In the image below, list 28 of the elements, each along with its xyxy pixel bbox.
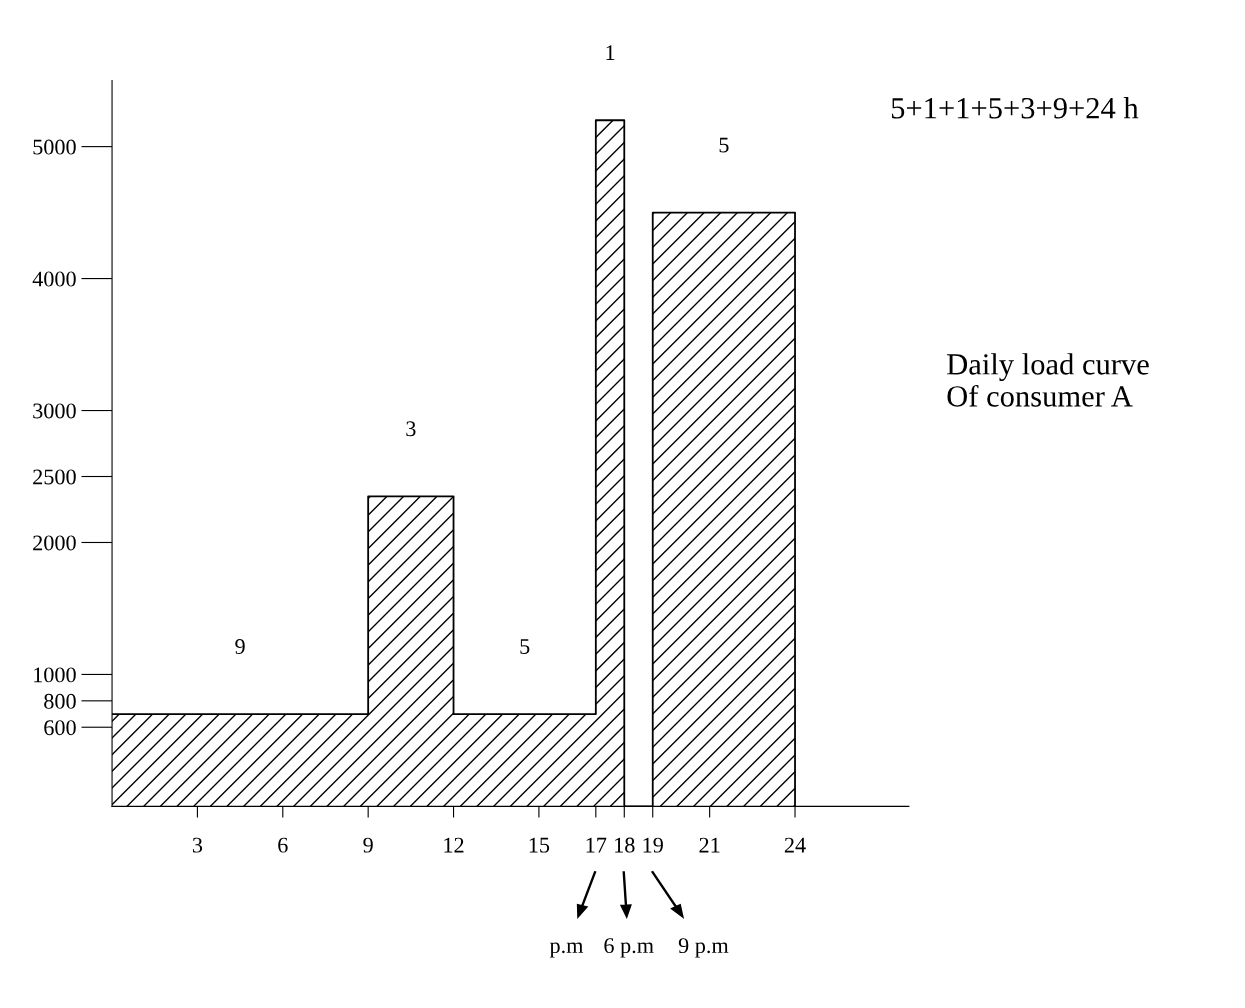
x-tick-label: 6: [278, 837, 288, 853]
x-tick-label: 15: [529, 837, 550, 853]
x-tick-label: 21: [699, 837, 720, 853]
text: p.m: [549, 942, 584, 958]
y-tick-label: 5000: [33, 139, 76, 155]
y-tick-label: 600: [44, 720, 76, 736]
y-tick-label: 800: [44, 693, 76, 709]
text: 6 p.m: [604, 938, 654, 958]
y-tick-label: 3000: [33, 403, 76, 419]
x-tick-label: 19: [643, 837, 663, 853]
annotation: 1: [606, 45, 615, 60]
x-tick-label: 9: [363, 837, 373, 853]
x-tick-label: 12: [444, 837, 464, 853]
x-tick-label: 18: [615, 837, 635, 853]
annotation: 5: [520, 639, 530, 654]
y-tick-label: 2500: [33, 469, 76, 485]
annotation: 9: [235, 639, 245, 654]
text: 9 p.m: [678, 938, 729, 958]
x-tick-label: 24: [784, 837, 806, 853]
y-tick-label: 2000: [33, 535, 76, 551]
x-tick-label: 17: [586, 837, 607, 853]
annotation: 5: [719, 137, 729, 153]
annotation: 5+1+1+5+3+9+24 h: [891, 97, 1139, 119]
x-tick-label: 3: [192, 837, 203, 853]
y-tick-label: 1000: [34, 667, 76, 683]
annotation: 3: [406, 421, 416, 437]
y-tick-label: 4000: [32, 271, 76, 287]
text: Daily load curve Of consumer A: [947, 353, 1149, 407]
